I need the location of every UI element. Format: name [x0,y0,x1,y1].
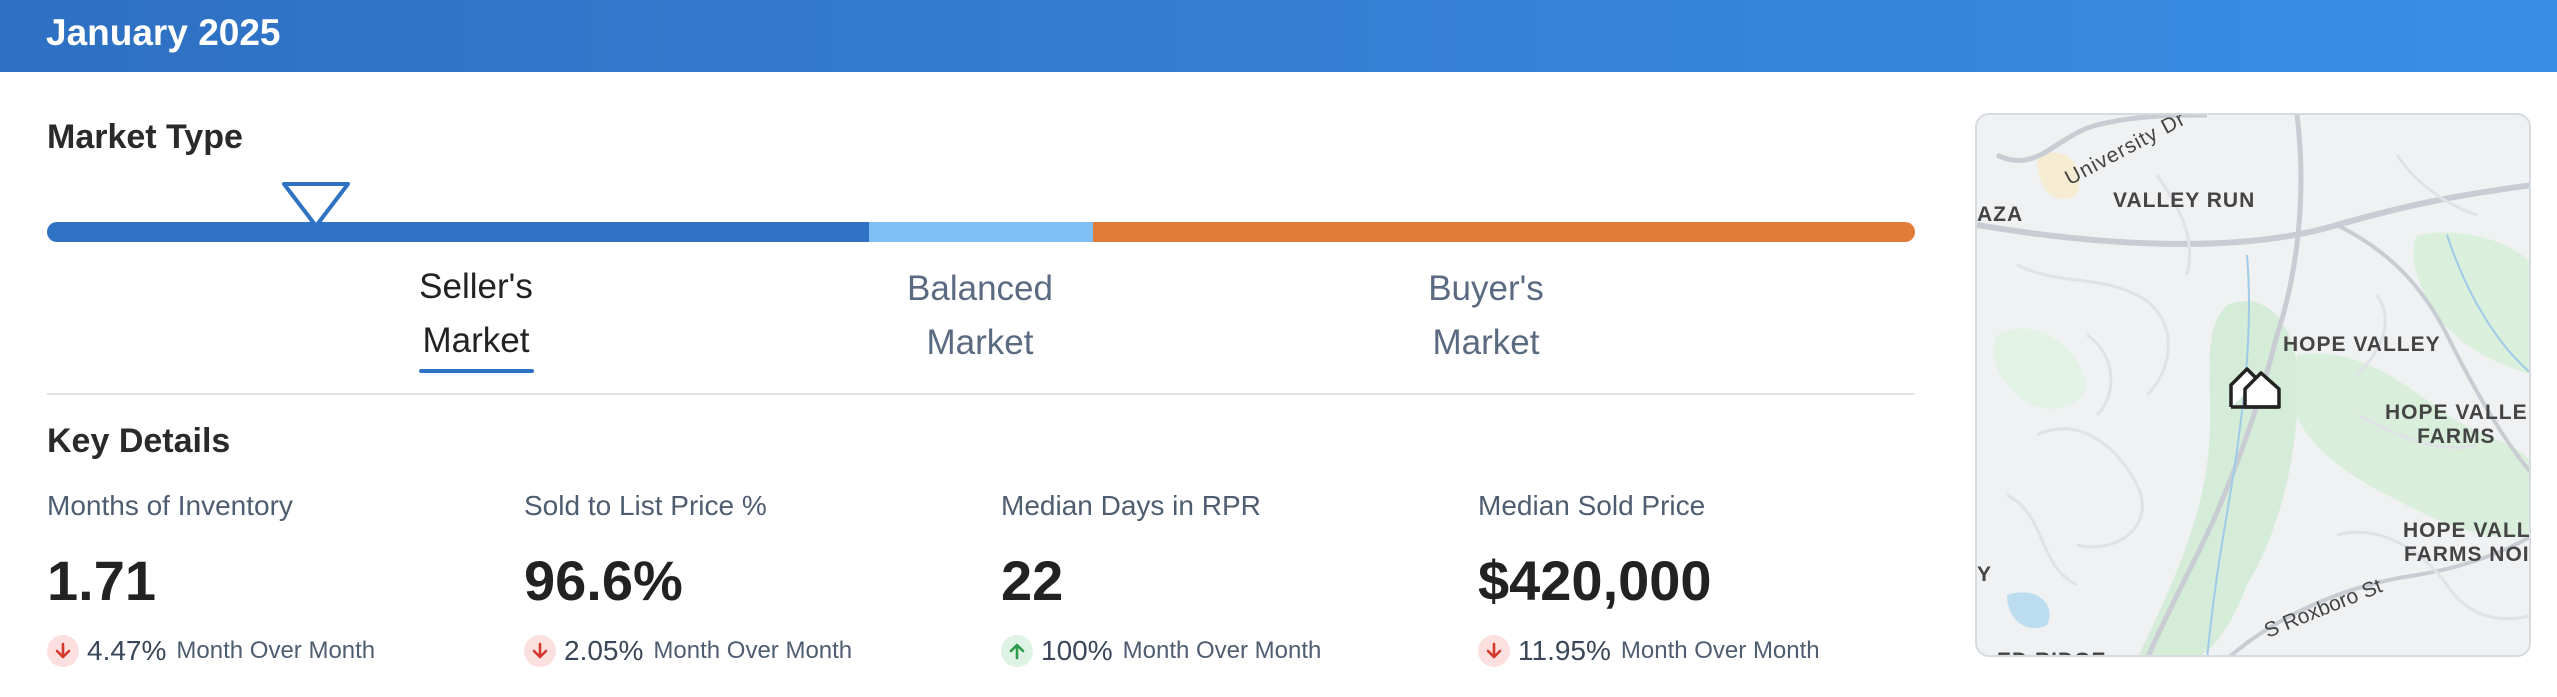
stat-label: Months of Inventory [47,490,293,521]
map-label-hope-valley: HOPE VALLEY [2283,333,2441,356]
page-header: January 2025 [0,0,2557,72]
change-percent: 11.95% [1518,635,1611,666]
page-title: January 2025 [46,12,281,53]
change-period: Month Over Month [653,637,853,664]
tab-label-line2: Market [926,323,1034,362]
stat-change: 11.95% Month Over Month [1478,634,1938,668]
change-percent: 2.05% [564,635,644,666]
change-period: Month Over Month [1620,637,1820,664]
tab-balanced-market[interactable]: Balanced Market [880,262,1080,370]
tab-label-line1: Balanced [907,269,1053,308]
map-label-aza: AZA [1977,203,2024,226]
stat-sold-to-list-price: Sold to List Price % 96.6% 2.05% Month O… [524,490,984,668]
section-divider [47,393,1915,395]
location-map[interactable]: University Dr AZA VALLEY RUN HOPE VALLEY… [1975,113,2531,657]
stat-value: 1.71 [47,549,156,612]
map-label-valley-run: VALLEY RUN [2113,189,2256,212]
stat-median-sold-price: Median Sold Price $420,000 11.95% Month … [1478,490,1938,668]
stat-value: $420,000 [1478,549,1712,612]
tab-sellers-market[interactable]: Seller's Market [396,260,556,368]
arrow-down-icon [1478,635,1510,667]
map-label-line: FARMS NOI [2403,543,2530,566]
stat-median-days-in-rpr: Median Days in RPR 22 100% Month Over Mo… [1001,490,1461,668]
stat-label: Median Days in RPR [1001,490,1261,521]
home-location-icon[interactable] [2227,359,2283,411]
change-period: Month Over Month [176,637,376,664]
stat-change: 4.47% Month Over Month [47,634,507,668]
map-label-line: HOPE VALLE [2385,401,2528,424]
arrow-down-icon [524,635,556,667]
change-percent: 100% [1041,635,1113,666]
map-label-hope-valley-farms: HOPE VALLE FARMS [2385,401,2528,449]
map-label-bottom: ED RIDGE [1997,649,2107,655]
stat-label: Median Sold Price [1478,490,1706,521]
stat-change: 2.05% Month Over Month [524,634,984,668]
map-label-line: FARMS [2417,425,2496,448]
stat-change: 100% Month Over Month [1001,634,1461,668]
key-details-heading: Key Details [47,422,231,460]
change-period: Month Over Month [1122,637,1322,664]
map-label-line: HOPE VALL [2403,519,2531,542]
tab-buyers-market[interactable]: Buyer's Market [1386,262,1586,370]
seller-market-segment [47,222,869,242]
stat-value: 96.6% [524,549,683,612]
stat-months-of-inventory: Months of Inventory 1.71 4.47% Month Ove… [47,490,507,668]
stat-label: Sold to List Price % [524,490,767,521]
tab-label-line1: Seller's [419,267,533,306]
market-position-marker-icon [281,182,350,228]
stat-value: 22 [1001,549,1064,612]
market-type-heading: Market Type [47,118,243,156]
market-type-scale [47,222,1915,242]
map-label-hope-valley-farms-north: HOPE VALL FARMS NOI [2403,519,2531,567]
arrow-down-icon [47,635,79,667]
tab-label-line2: Market [422,321,530,360]
active-tab-underline [419,369,534,373]
buyer-market-segment [1093,222,1915,242]
balanced-market-segment [869,222,1093,242]
tab-label-line1: Buyer's [1428,269,1544,308]
tab-label-line2: Market [1432,323,1540,362]
change-percent: 4.47% [87,635,167,666]
map-label-y: Y [1977,563,1993,586]
arrow-up-icon [1001,635,1033,667]
